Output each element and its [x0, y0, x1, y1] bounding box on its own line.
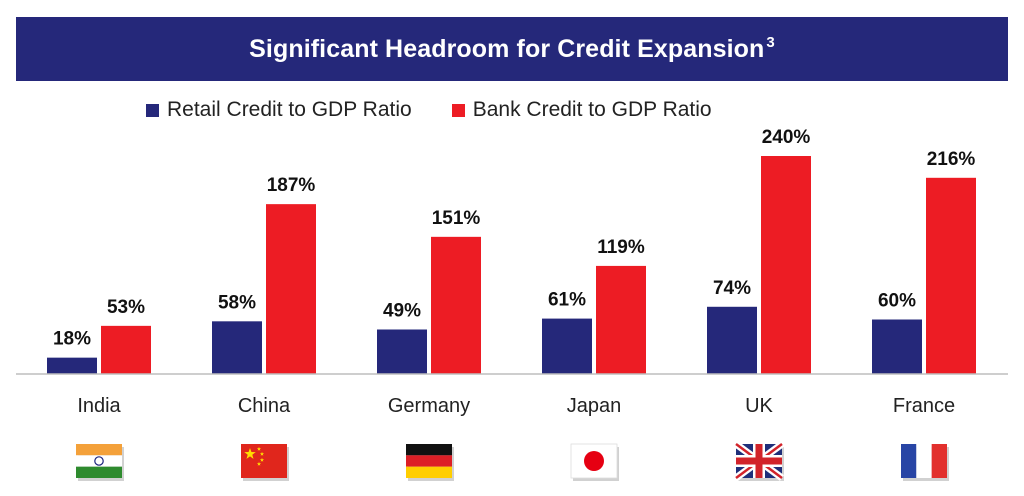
bar-retail-france: [872, 319, 922, 374]
category-label-france: France: [893, 395, 955, 417]
germany-flag-icon: [406, 444, 454, 481]
legend: Retail Credit to GDP Ratio Bank Credit t…: [146, 98, 752, 122]
title-footnote-marker: 3: [766, 34, 775, 52]
india-flag-icon: [76, 444, 124, 481]
legend-item-retail: Retail Credit to GDP Ratio: [146, 98, 412, 122]
chart-title: Significant Headroom for Credit Expansio…: [249, 34, 775, 63]
uk-flag-icon: [733, 441, 785, 481]
value-label-bank-germany: 151%: [432, 208, 481, 229]
bar-retail-japan: [542, 318, 592, 374]
flags-group: [76, 441, 949, 481]
bar-bank-japan: [596, 265, 646, 374]
value-label-bank-japan: 119%: [597, 237, 645, 258]
bar-bank-india: [101, 325, 151, 374]
category-label-germany: Germany: [388, 395, 470, 417]
category-label-japan: Japan: [567, 395, 622, 417]
legend-label-bank: Bank Credit to GDP Ratio: [472, 98, 712, 121]
value-label-bank-france: 216%: [927, 149, 976, 170]
value-label-retail-germany: 49%: [383, 300, 421, 321]
value-label-retail-uk: 74%: [713, 278, 751, 299]
value-label-retail-france: 60%: [878, 291, 916, 312]
legend-swatch-retail: [146, 103, 159, 117]
bar-retail-uk: [707, 306, 757, 374]
japan-flag-icon: [570, 443, 619, 481]
labels-group: 18% 53% India 58% 187% China 49% 151% Germany 61%…: [53, 127, 975, 417]
value-label-bank-china: 187%: [267, 175, 316, 196]
value-label-retail-india: 18%: [53, 329, 91, 350]
france-flag-icon: [901, 444, 949, 481]
bars-group: [47, 156, 976, 374]
title-bar: Significant Headroom for Credit Expansio…: [16, 17, 1008, 81]
bar-bank-germany: [431, 236, 481, 374]
china-flag-icon: [241, 444, 289, 481]
category-label-uk: UK: [745, 395, 773, 417]
value-label-retail-china: 58%: [218, 292, 256, 313]
bar-bank-france: [926, 177, 976, 374]
bar-retail-germany: [377, 329, 427, 374]
bar-bank-china: [266, 204, 316, 374]
legend-swatch-bank: [451, 103, 465, 117]
bar-retail-india: [47, 357, 97, 374]
legend-label-retail: Retail Credit to GDP Ratio: [167, 98, 412, 121]
value-label-bank-india: 53%: [107, 297, 145, 318]
bar-retail-china: [212, 321, 262, 374]
value-label-retail-japan: 61%: [548, 290, 586, 311]
value-label-bank-uk: 240%: [762, 127, 811, 148]
category-label-china: China: [238, 395, 291, 417]
category-label-india: India: [77, 395, 121, 417]
legend-item-bank: Bank Credit to GDP Ratio: [451, 98, 712, 122]
bar-bank-uk: [761, 156, 811, 374]
